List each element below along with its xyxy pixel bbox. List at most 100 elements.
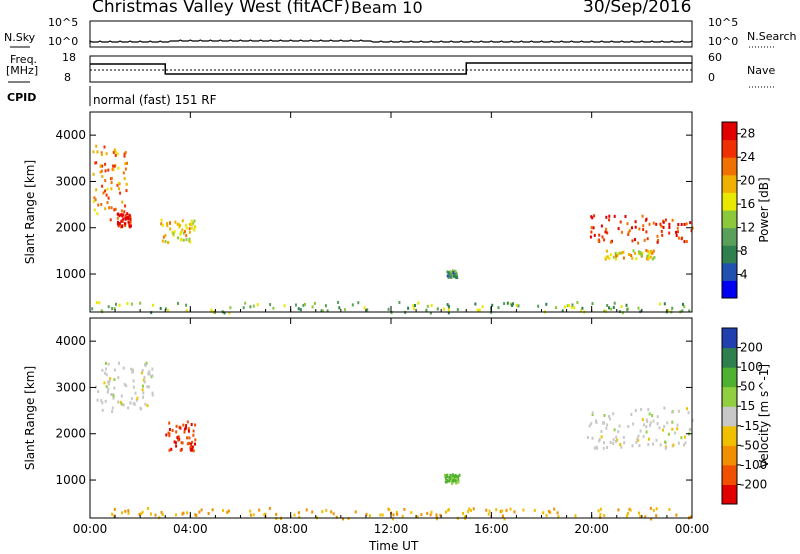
- data-cell: [96, 212, 99, 216]
- data-cell: [455, 481, 458, 485]
- y-axis-title: Slant Range [km]: [23, 366, 37, 470]
- data-cell: [426, 304, 429, 308]
- data-cell: [622, 250, 625, 254]
- data-cell: [646, 254, 649, 258]
- data-cell: [651, 414, 654, 418]
- colorbar-cell: [722, 139, 737, 158]
- data-cell: [160, 222, 163, 226]
- xtick-label: 00:00: [675, 522, 710, 536]
- data-cell: [509, 302, 512, 306]
- data-cell: [161, 239, 164, 243]
- data-cell: [545, 302, 548, 306]
- data-cell: [606, 231, 609, 235]
- colorbar-cell: [722, 245, 737, 264]
- data-cell: [124, 204, 127, 208]
- data-cell: [113, 208, 116, 212]
- data-cell: [613, 214, 616, 218]
- data-cell: [689, 515, 692, 519]
- data-cell: [275, 512, 278, 516]
- data-cell: [689, 221, 692, 225]
- data-cell: [342, 517, 344, 521]
- data-cell: [123, 177, 126, 181]
- data-cell: [118, 303, 121, 307]
- data-cell: [332, 512, 335, 516]
- data-cell: [688, 309, 691, 313]
- data-cell: [123, 383, 126, 386]
- data-cell: [476, 308, 479, 312]
- data-cell: [429, 311, 432, 315]
- data-cell: [668, 226, 671, 229]
- data-cell: [613, 301, 616, 305]
- data-cell: [664, 446, 667, 450]
- data-cell: [675, 513, 678, 517]
- data-cell: [150, 311, 153, 315]
- data-cell: [634, 225, 637, 229]
- data-cell: [644, 515, 647, 519]
- data-cell: [187, 427, 190, 431]
- data-cell: [444, 480, 447, 484]
- data-cell: [121, 219, 124, 223]
- data-cell: [639, 251, 642, 254]
- data-cell: [634, 238, 636, 241]
- data-cell: [680, 223, 683, 226]
- data-cell: [141, 510, 144, 514]
- data-cell: [671, 306, 674, 310]
- data-cell: [641, 214, 644, 218]
- data-cell: [107, 196, 110, 200]
- data-cell: [413, 307, 415, 311]
- data-cell: [667, 432, 670, 436]
- colorbar-tick-label: 24: [740, 150, 755, 164]
- data-cell: [656, 234, 659, 238]
- xtick-label: 12:00: [374, 522, 409, 536]
- data-cell: [112, 164, 115, 168]
- data-cell: [612, 438, 615, 442]
- freq-label-2: [MHz]: [6, 64, 39, 77]
- data-cell: [184, 230, 186, 234]
- data-cell: [321, 309, 324, 313]
- data-cell: [127, 406, 130, 410]
- data-cell: [469, 509, 472, 512]
- data-cell: [188, 237, 191, 241]
- data-cell: [123, 154, 126, 158]
- data-cell: [95, 161, 98, 165]
- data-cell: [121, 511, 123, 515]
- data-cell: [181, 512, 184, 516]
- data-cell: [102, 191, 105, 195]
- data-cell: [619, 220, 622, 224]
- data-cell: [446, 479, 449, 482]
- data-cell: [189, 446, 192, 450]
- data-cell: [449, 270, 452, 274]
- colorbar-cell: [722, 122, 737, 141]
- data-cell: [191, 448, 193, 451]
- data-cell: [112, 396, 115, 400]
- data-cell: [660, 229, 663, 233]
- data-cell: [615, 435, 618, 439]
- data-cell: [609, 441, 612, 444]
- data-cell: [634, 251, 636, 255]
- data-cell: [635, 440, 638, 444]
- data-cell: [598, 233, 601, 237]
- data-cell: [444, 473, 446, 477]
- data-cell: [627, 231, 630, 235]
- data-cell: [642, 228, 645, 231]
- data-cell: [612, 412, 615, 416]
- data-cell: [343, 308, 346, 312]
- data-cell: [174, 441, 177, 445]
- colorbar-cell: [722, 386, 737, 407]
- data-cell: [676, 230, 679, 234]
- data-cell: [605, 215, 608, 219]
- data-cell: [618, 424, 621, 428]
- data-cell: [112, 393, 115, 396]
- data-cell: [325, 508, 328, 512]
- data-cell: [622, 435, 625, 439]
- data-cell: [268, 506, 271, 510]
- data-cell: [637, 434, 640, 438]
- data-cell: [608, 417, 611, 421]
- data-cell: [609, 240, 612, 244]
- data-cell: [223, 311, 226, 315]
- data-cell: [176, 436, 179, 440]
- data-cell: [144, 364, 147, 368]
- data-cell: [449, 273, 452, 277]
- data-cell: [612, 305, 615, 309]
- data-cell: [555, 306, 557, 310]
